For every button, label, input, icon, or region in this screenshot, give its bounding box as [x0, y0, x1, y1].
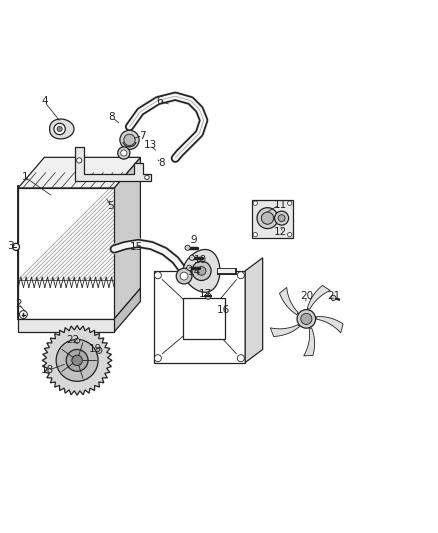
Text: 18: 18 [41, 366, 54, 375]
Text: 1: 1 [21, 172, 28, 182]
Polygon shape [42, 326, 112, 395]
Polygon shape [114, 288, 141, 332]
Text: 6: 6 [156, 95, 162, 106]
Text: 16: 16 [217, 305, 230, 315]
Circle shape [237, 354, 244, 362]
Circle shape [197, 266, 206, 275]
Circle shape [176, 268, 192, 284]
Polygon shape [307, 286, 330, 309]
Polygon shape [279, 287, 298, 314]
Circle shape [301, 313, 312, 325]
Circle shape [154, 272, 161, 279]
Circle shape [187, 265, 192, 270]
Circle shape [180, 272, 188, 280]
Text: 9: 9 [191, 235, 198, 245]
Circle shape [257, 208, 278, 229]
Circle shape [189, 255, 194, 261]
Circle shape [74, 338, 80, 343]
Circle shape [118, 147, 130, 159]
Circle shape [237, 272, 244, 279]
Polygon shape [304, 328, 314, 356]
Bar [184, 298, 225, 339]
Bar [252, 200, 293, 238]
Circle shape [19, 311, 27, 318]
Polygon shape [18, 319, 114, 332]
Circle shape [297, 310, 316, 328]
Circle shape [120, 130, 139, 149]
Circle shape [185, 245, 190, 251]
Circle shape [253, 232, 258, 237]
Circle shape [275, 211, 289, 225]
Text: 13: 13 [143, 140, 157, 150]
Circle shape [72, 355, 82, 366]
Circle shape [192, 261, 211, 280]
Polygon shape [75, 147, 151, 181]
Text: 4: 4 [41, 96, 48, 107]
Text: 20: 20 [300, 291, 313, 301]
Text: 21: 21 [327, 291, 340, 301]
Polygon shape [270, 325, 300, 336]
Text: 10: 10 [194, 255, 207, 265]
Text: 22: 22 [66, 335, 79, 345]
Text: 14: 14 [187, 266, 201, 277]
Circle shape [261, 212, 274, 224]
Text: 8: 8 [158, 158, 165, 167]
Circle shape [121, 150, 127, 156]
Circle shape [77, 158, 82, 163]
Polygon shape [153, 271, 245, 362]
Text: 3: 3 [7, 240, 14, 251]
Text: 12: 12 [273, 228, 287, 237]
Text: 5: 5 [107, 201, 114, 211]
Circle shape [205, 293, 211, 299]
Polygon shape [245, 258, 263, 362]
Polygon shape [49, 119, 74, 139]
Polygon shape [18, 188, 114, 319]
Polygon shape [114, 157, 141, 319]
Circle shape [278, 215, 285, 222]
Circle shape [253, 201, 258, 205]
Text: 8: 8 [109, 112, 115, 122]
Text: 19: 19 [89, 344, 102, 353]
Circle shape [12, 244, 19, 251]
Text: 2: 2 [15, 298, 21, 309]
Polygon shape [317, 317, 343, 333]
Circle shape [57, 126, 62, 132]
Circle shape [56, 340, 98, 381]
Circle shape [331, 295, 336, 301]
Circle shape [145, 175, 149, 180]
Circle shape [288, 232, 292, 237]
Text: 15: 15 [129, 242, 143, 252]
Circle shape [288, 201, 292, 205]
Text: 11: 11 [273, 199, 287, 209]
Circle shape [154, 354, 161, 362]
Polygon shape [183, 249, 220, 292]
Circle shape [66, 350, 88, 372]
Circle shape [96, 348, 102, 353]
Text: 17: 17 [199, 289, 212, 299]
Polygon shape [18, 157, 141, 188]
Circle shape [54, 123, 65, 135]
Circle shape [124, 134, 135, 146]
Text: 7: 7 [139, 131, 146, 141]
